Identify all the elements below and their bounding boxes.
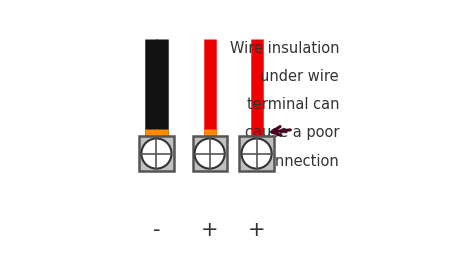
- Circle shape: [195, 138, 225, 169]
- Text: under wire: under wire: [261, 69, 339, 84]
- Bar: [193, 136, 227, 171]
- Bar: [140, 136, 174, 171]
- Text: -: -: [152, 220, 160, 240]
- Text: +: +: [201, 220, 219, 240]
- Bar: [239, 136, 274, 171]
- Circle shape: [242, 138, 272, 169]
- Text: terminal can: terminal can: [247, 97, 339, 112]
- Text: Wire insulation: Wire insulation: [230, 41, 339, 56]
- Text: cause a poor: cause a poor: [244, 125, 339, 140]
- Circle shape: [141, 138, 171, 169]
- Text: connection: connection: [258, 154, 339, 169]
- Text: +: +: [248, 220, 265, 240]
